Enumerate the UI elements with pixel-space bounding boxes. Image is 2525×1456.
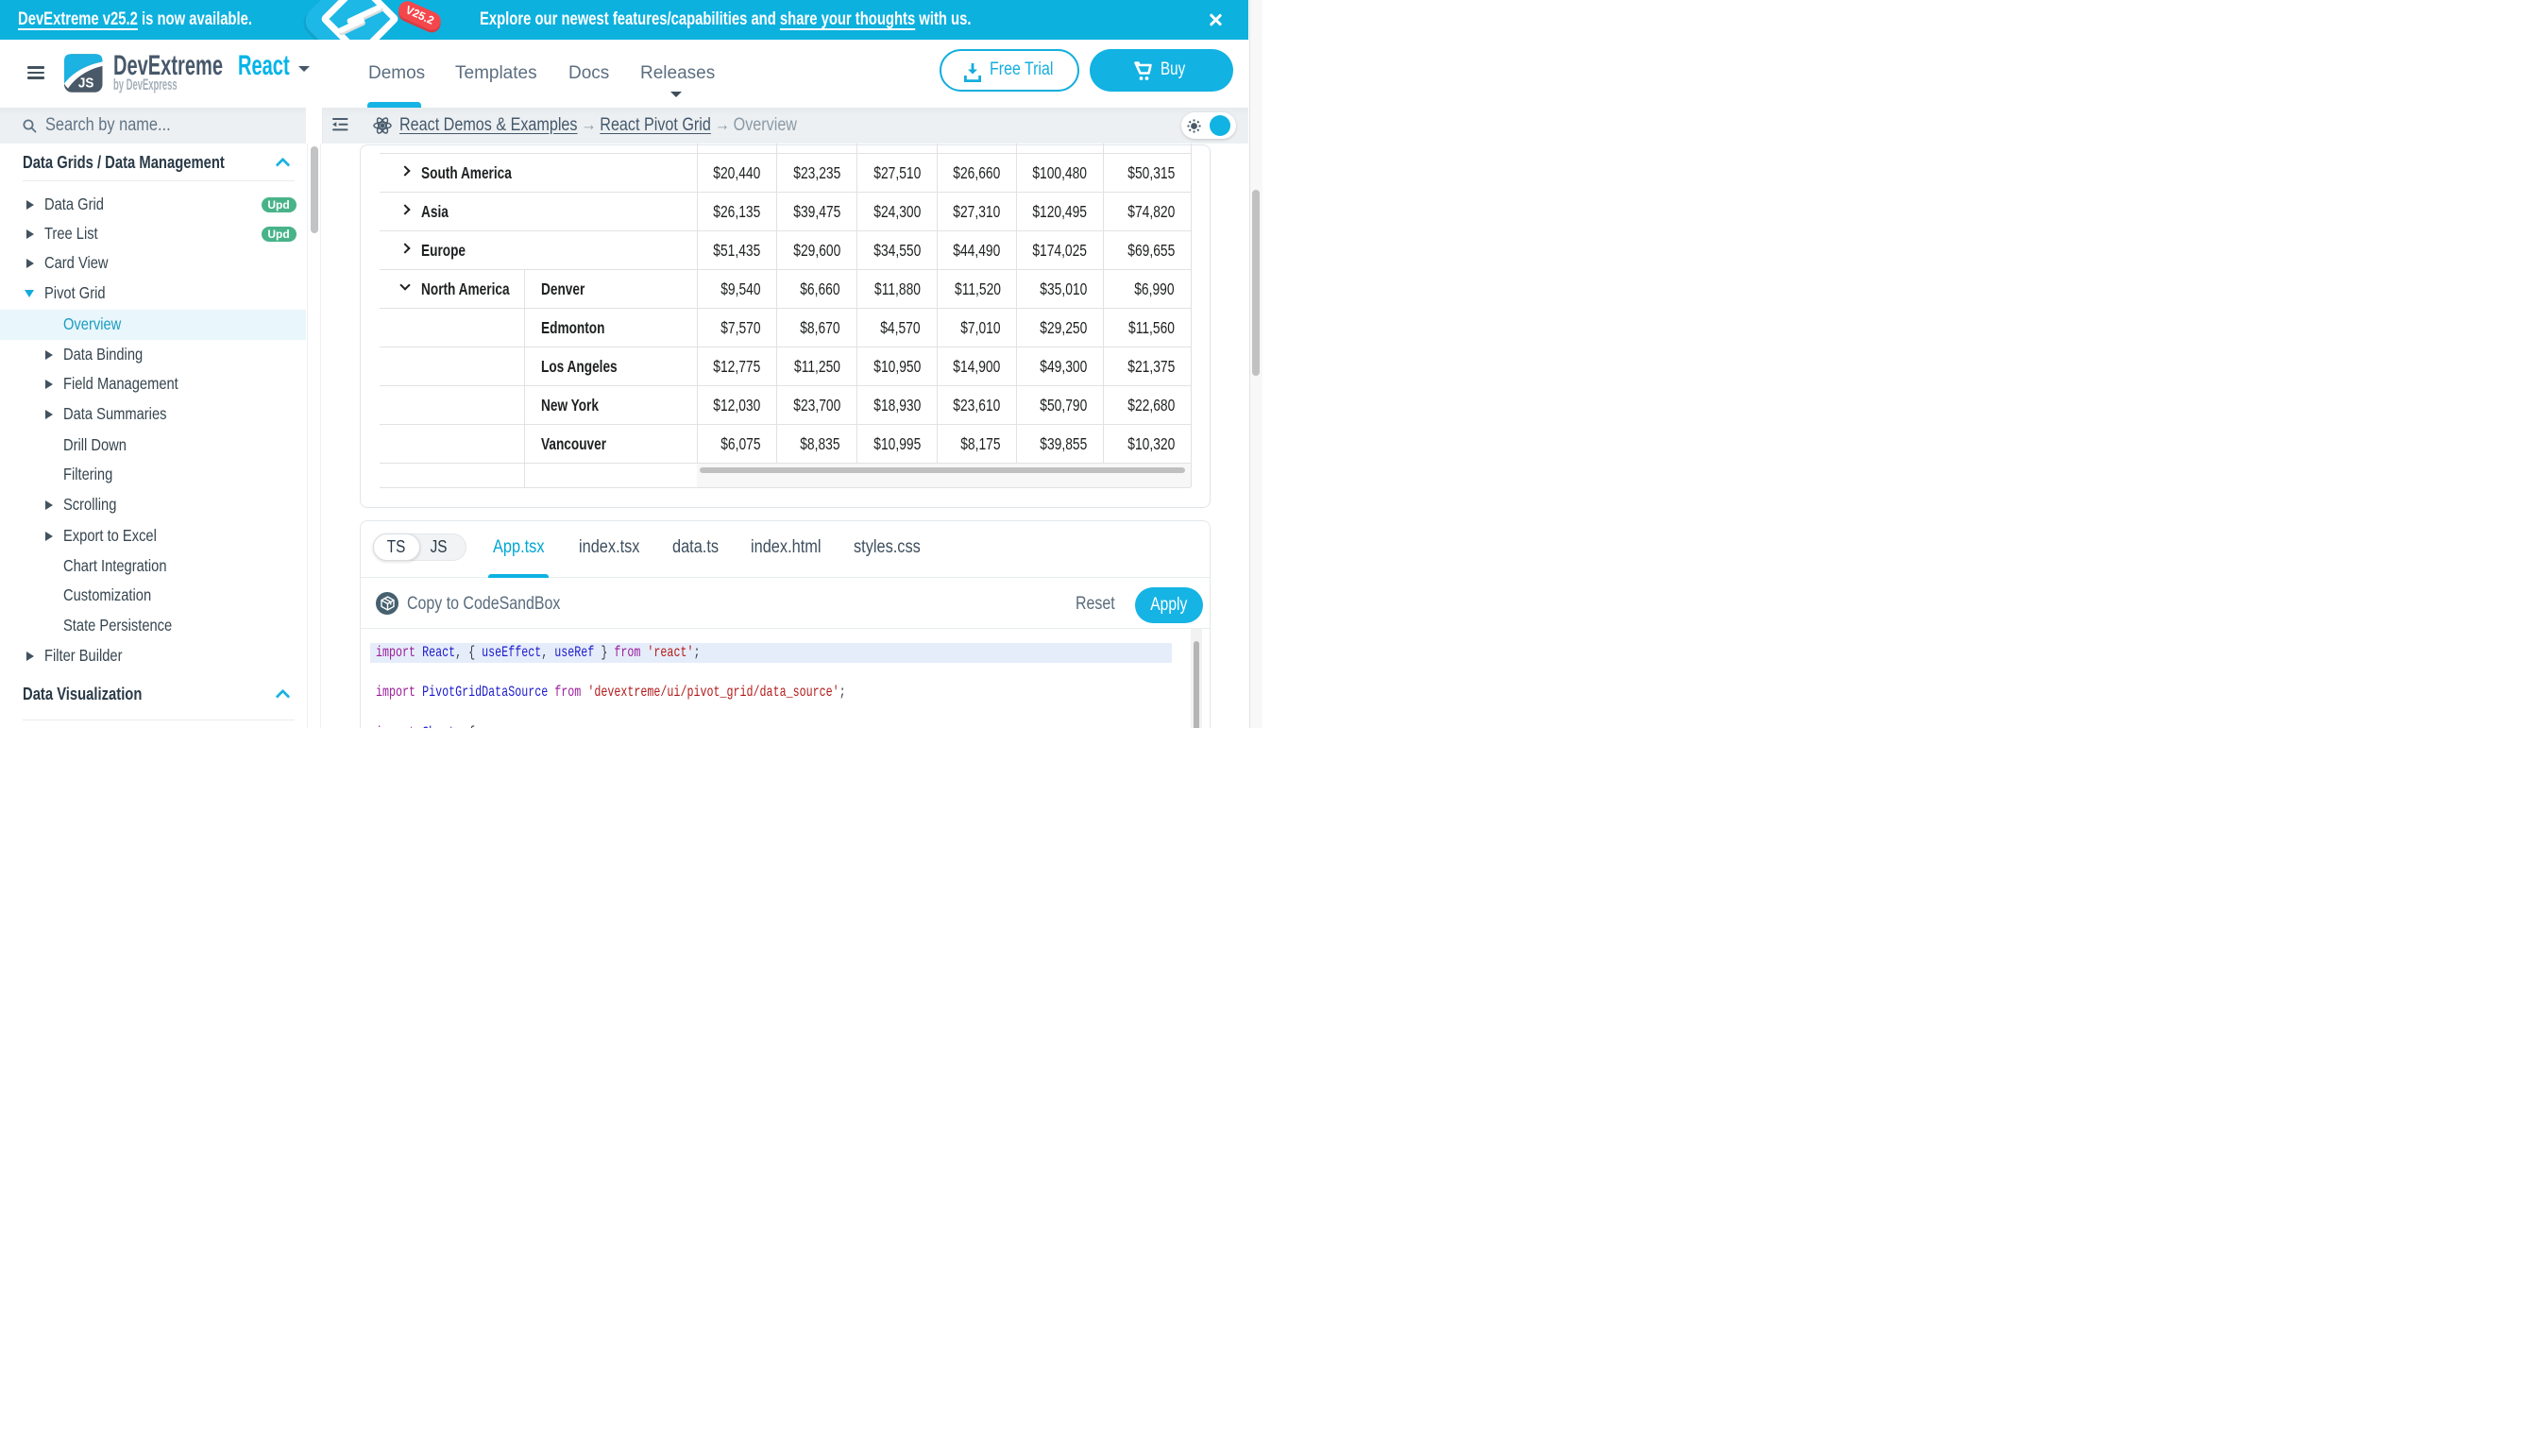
svg-text:JS: JS xyxy=(78,75,94,91)
